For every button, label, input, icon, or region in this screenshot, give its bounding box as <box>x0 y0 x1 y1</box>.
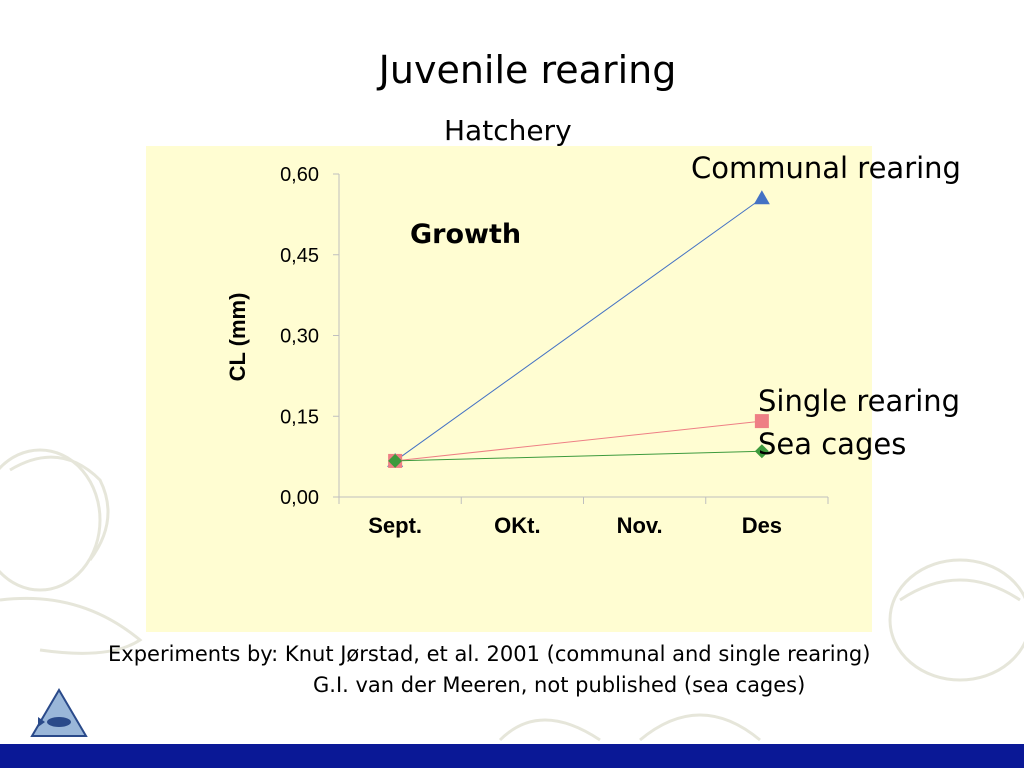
x-tick-label: Des <box>742 513 782 538</box>
y-tick-label: 0,00 <box>280 487 319 509</box>
y-axis-label: CL (mm) <box>225 293 250 382</box>
series-label-seacages: Sea cages <box>758 427 907 461</box>
institute-logo <box>30 688 88 737</box>
x-tick-label: Sept. <box>368 513 422 538</box>
y-tick-label: 0,30 <box>280 326 319 348</box>
series-line <box>394 197 763 462</box>
data-point <box>753 190 770 205</box>
chart-panel <box>146 146 872 632</box>
series-label-single: Single rearing <box>758 384 961 418</box>
series-line <box>395 450 762 462</box>
data-point <box>754 414 769 429</box>
credit-line-1: Experiments by: Knut Jørstad, et al. 200… <box>108 642 871 666</box>
chart-title: Growth <box>410 219 521 250</box>
y-tick-label: 0,60 <box>280 164 319 186</box>
credit-line-2: G.I. van der Meeren, not published (sea … <box>313 673 806 697</box>
x-tick-label: OKt. <box>494 513 540 538</box>
footer-bar <box>0 744 1024 768</box>
x-tick-label: Nov. <box>617 513 663 538</box>
data-point <box>388 453 403 468</box>
slide-subtitle: Hatchery <box>444 114 572 147</box>
data-point <box>754 444 769 459</box>
y-tick-label: 0,45 <box>280 245 319 267</box>
series-label-communal: Communal rearing <box>691 151 961 185</box>
series-line <box>395 420 762 462</box>
y-tick-label: 0,15 <box>280 406 319 428</box>
slide-title: Juvenile rearing <box>378 48 677 92</box>
